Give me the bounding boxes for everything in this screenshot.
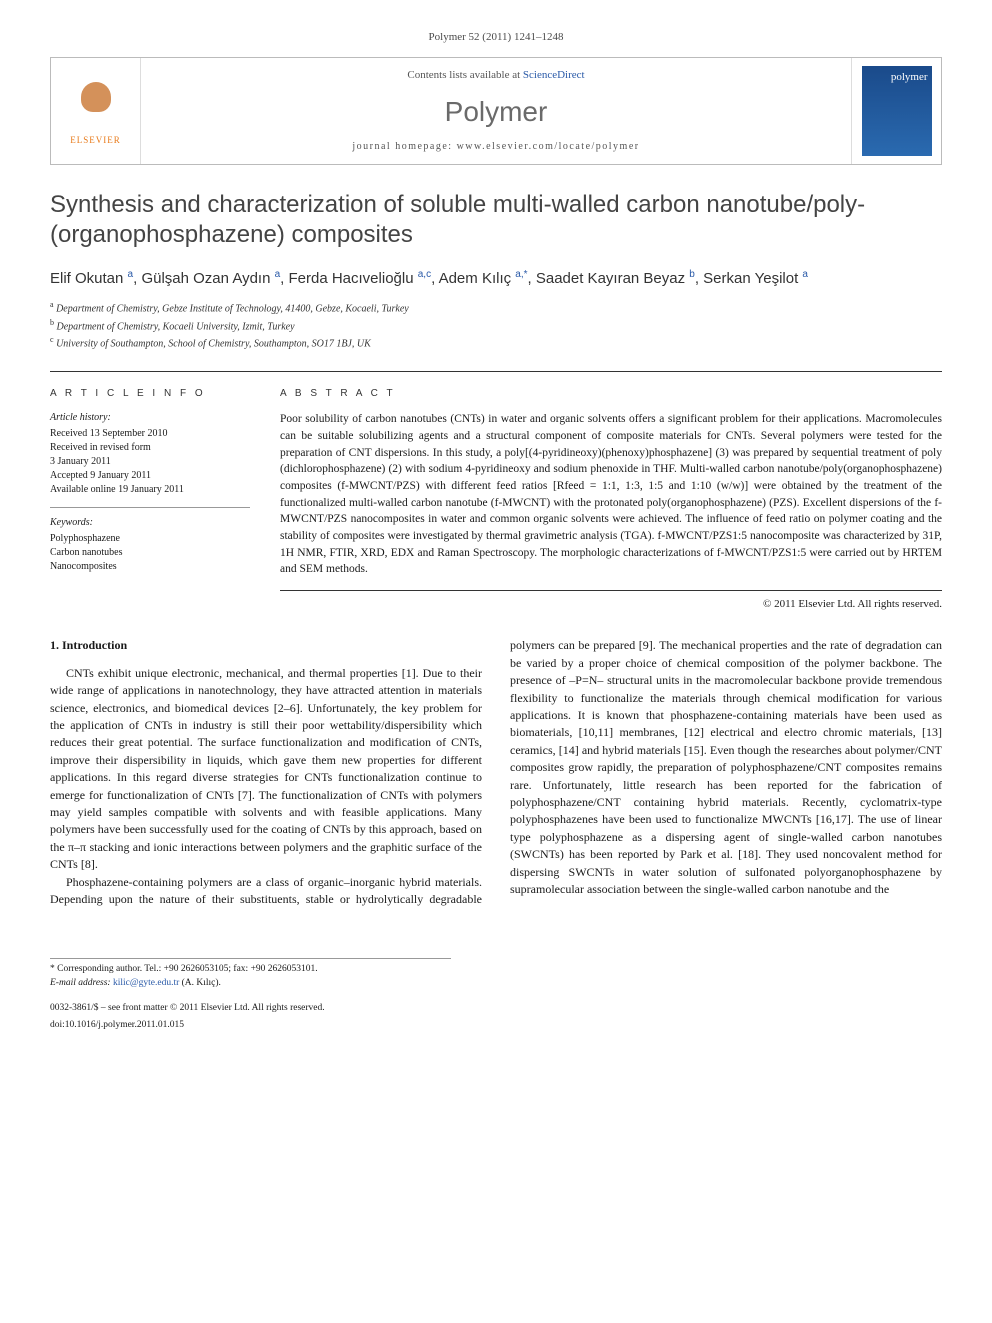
homepage-url[interactable]: www.elsevier.com/locate/polymer	[457, 141, 640, 152]
article-body: 1. Introduction CNTs exhibit unique elec…	[50, 637, 942, 908]
email-suffix: (A. Kılıç).	[179, 978, 221, 988]
header-center: Contents lists available at ScienceDirec…	[141, 58, 851, 164]
journal-name: Polymer	[151, 92, 841, 131]
corresponding-author-footer: * Corresponding author. Tel.: +90 262605…	[50, 958, 451, 990]
affiliations-block: a Department of Chemistry, Gebze Institu…	[50, 299, 942, 351]
elsevier-logo[interactable]: ELSEVIER	[61, 71, 131, 151]
affiliation-line: a Department of Chemistry, Gebze Institu…	[50, 299, 942, 316]
elsevier-label: ELSEVIER	[70, 134, 121, 147]
received-date: Received 13 September 2010	[50, 427, 250, 441]
author-list: Elif Okutan a, Gülşah Ozan Aydın a, Ferd…	[50, 268, 942, 289]
email-line: E-mail address: kilic@gyte.edu.tr (A. Kı…	[50, 977, 451, 990]
affiliation-line: b Department of Chemistry, Kocaeli Unive…	[50, 317, 942, 334]
keyword-1: Polyphosphazene	[50, 532, 250, 546]
corr-author-line: * Corresponding author. Tel.: +90 262605…	[50, 963, 451, 976]
email-label: E-mail address:	[50, 978, 113, 988]
revised-line2: 3 January 2011	[50, 455, 250, 469]
journal-cover-cell: polymer	[851, 58, 941, 164]
journal-homepage-line: journal homepage: www.elsevier.com/locat…	[151, 140, 841, 154]
intro-para-1: CNTs exhibit unique electronic, mechanic…	[50, 665, 482, 874]
homepage-label: journal homepage:	[352, 141, 456, 152]
cover-title: polymer	[866, 70, 928, 85]
journal-cover-thumbnail[interactable]: polymer	[862, 66, 932, 156]
affiliation-line: c University of Southampton, School of C…	[50, 334, 942, 351]
keyword-2: Carbon nanotubes	[50, 546, 250, 560]
keyword-3: Nanocomposites	[50, 560, 250, 574]
article-history-block: Article history: Received 13 September 2…	[50, 411, 250, 508]
abstract-column: A B S T R A C T Poor solubility of carbo…	[280, 387, 942, 612]
abstract-text: Poor solubility of carbon nanotubes (CNT…	[280, 411, 942, 591]
history-label: Article history:	[50, 411, 250, 425]
abstract-copyright: © 2011 Elsevier Ltd. All rights reserved…	[280, 597, 942, 612]
keywords-label: Keywords:	[50, 516, 250, 530]
contents-prefix: Contents lists available at	[407, 69, 522, 81]
info-abstract-row: A R T I C L E I N F O Article history: R…	[50, 371, 942, 612]
online-date: Available online 19 January 2011	[50, 483, 250, 497]
article-info-column: A R T I C L E I N F O Article history: R…	[50, 387, 250, 612]
abstract-heading: A B S T R A C T	[280, 387, 942, 401]
section-1-heading: 1. Introduction	[50, 637, 482, 654]
footer-publication-info: 0032-3861/$ – see front matter © 2011 El…	[50, 1002, 942, 1033]
contents-available-line: Contents lists available at ScienceDirec…	[151, 68, 841, 83]
accepted-date: Accepted 9 January 2011	[50, 469, 250, 483]
doi-line: doi:10.1016/j.polymer.2011.01.015	[50, 1019, 942, 1032]
section-title: Introduction	[62, 638, 127, 652]
article-info-heading: A R T I C L E I N F O	[50, 387, 250, 401]
citation-line: Polymer 52 (2011) 1241–1248	[50, 30, 942, 45]
elsevier-tree-icon	[71, 77, 121, 132]
journal-header: ELSEVIER Contents lists available at Sci…	[50, 57, 942, 165]
revised-line1: Received in revised form	[50, 441, 250, 455]
corr-email[interactable]: kilic@gyte.edu.tr	[113, 978, 179, 988]
issn-line: 0032-3861/$ – see front matter © 2011 El…	[50, 1002, 942, 1015]
publisher-logo-cell: ELSEVIER	[51, 58, 141, 164]
section-number: 1.	[50, 638, 59, 652]
sciencedirect-link[interactable]: ScienceDirect	[523, 69, 585, 81]
article-title: Synthesis and characterization of solubl…	[50, 190, 942, 250]
